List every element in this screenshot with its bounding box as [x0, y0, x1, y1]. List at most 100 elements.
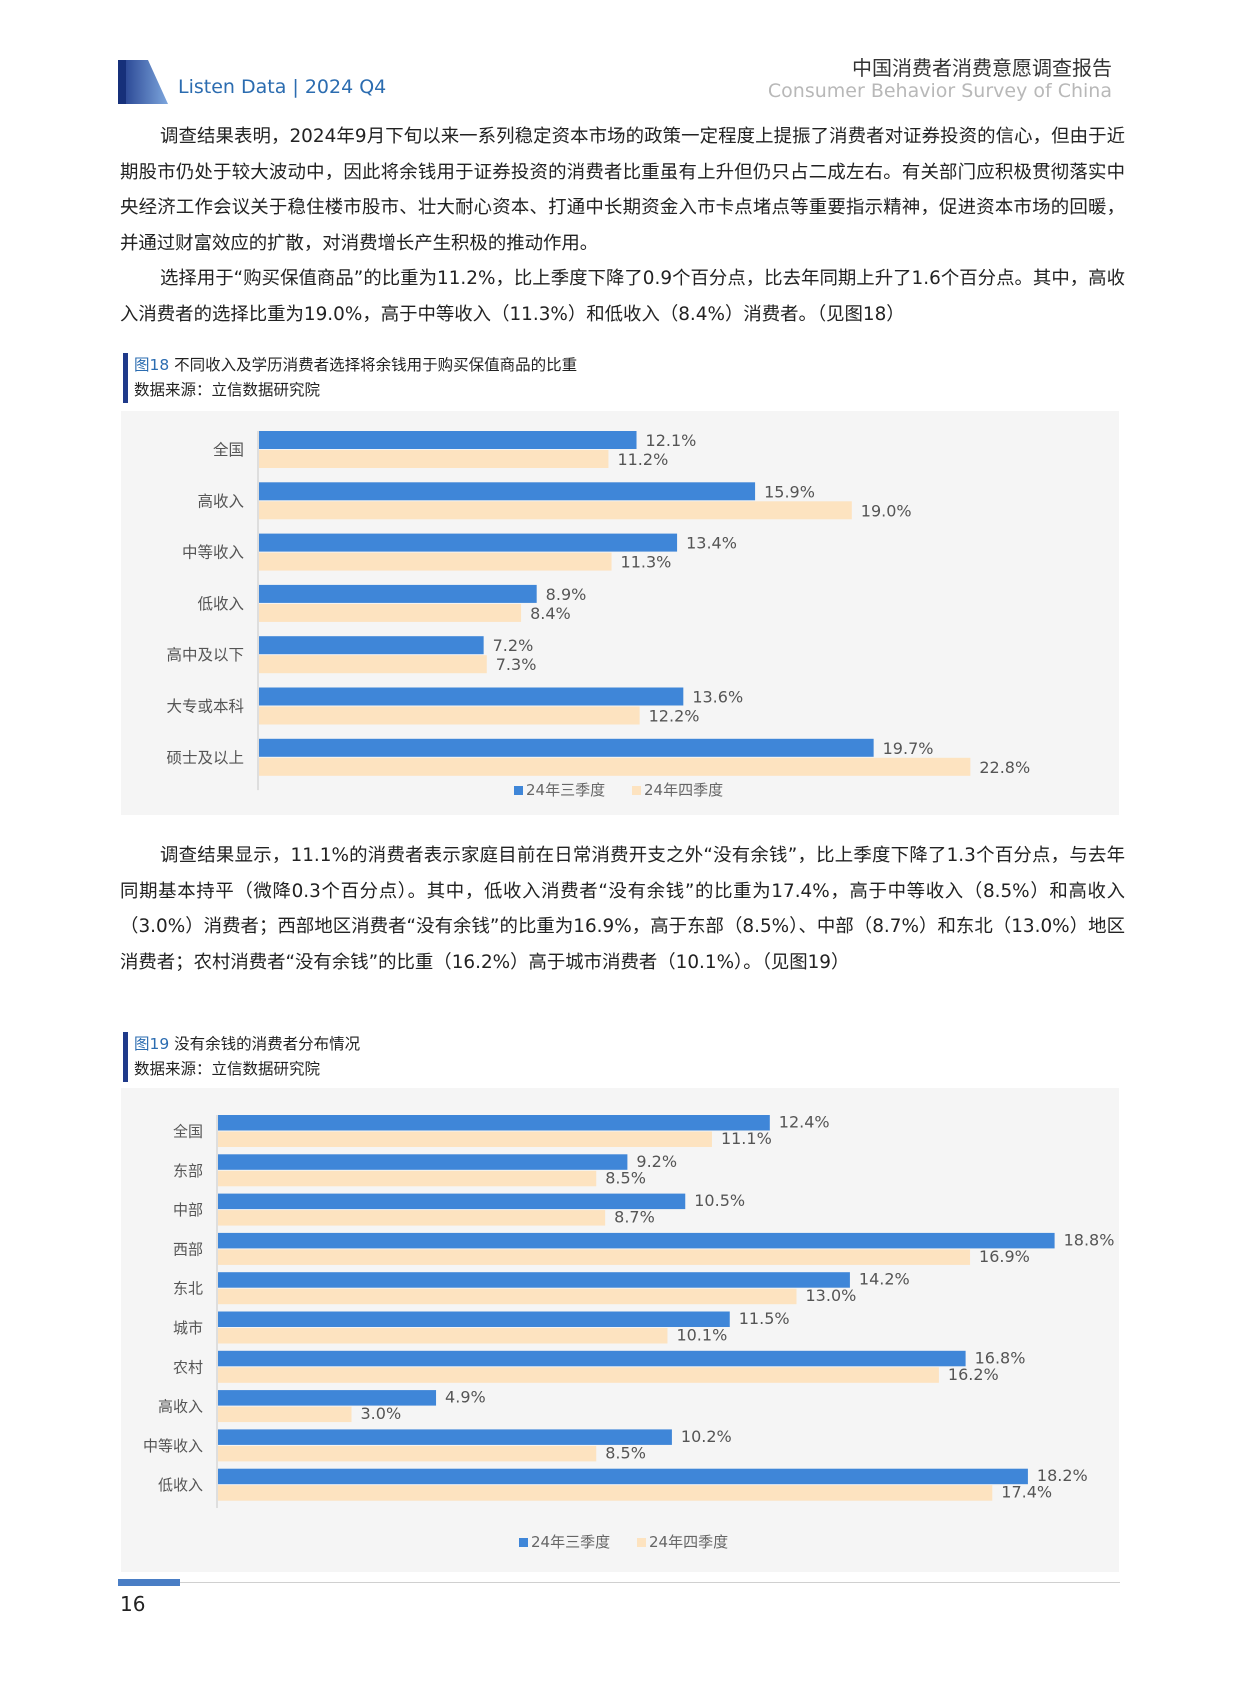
data-label: 18.2%: [1037, 1466, 1088, 1485]
data-label: 8.7%: [614, 1208, 655, 1227]
legend-label: 24年三季度: [531, 1533, 610, 1551]
category-label: 高收入: [158, 1398, 203, 1416]
data-label: 19.7%: [883, 739, 934, 758]
data-label: 7.3%: [496, 655, 537, 674]
data-label: 12.4%: [779, 1113, 830, 1132]
footer-accent-bar: [118, 1579, 180, 1586]
data-label: 18.8%: [1064, 1230, 1115, 1249]
data-label: 11.2%: [617, 450, 668, 469]
category-label: 城市: [173, 1319, 203, 1337]
bar-q4: [218, 1210, 606, 1226]
bar-q4: [259, 450, 609, 468]
data-label: 19.0%: [861, 501, 912, 520]
data-label: 11.5%: [739, 1309, 790, 1328]
category-label: 中等收入: [143, 1437, 203, 1455]
category-label: 低收入: [158, 1476, 203, 1494]
body-text-top: 调查结果表明，2024年9月下旬以来一系列稳定资本市场的政策一定程度上提振了消费…: [120, 119, 1125, 332]
paragraph: 调查结果表明，2024年9月下旬以来一系列稳定资本市场的政策一定程度上提振了消费…: [120, 126, 1125, 254]
legend-swatch: [514, 786, 523, 795]
bar-q3: [259, 431, 637, 449]
bar-q3: [259, 636, 484, 655]
report-subtitle: Consumer Behavior Survey of China: [767, 80, 1112, 102]
category-label: 西部: [173, 1240, 203, 1258]
category-label: 东部: [173, 1162, 203, 1180]
bar-q4: [218, 1445, 597, 1462]
data-label: 12.2%: [649, 707, 700, 726]
data-label: 10.1%: [676, 1326, 727, 1345]
figure-source: 数据来源：立信数据研究院: [134, 381, 321, 399]
bar-q4: [218, 1406, 352, 1423]
bar-q3: [259, 482, 756, 501]
bar-q3: [218, 1154, 628, 1170]
data-label: 13.4%: [686, 534, 737, 553]
footer-divider: [180, 1582, 1120, 1583]
category-label: 中等收入: [182, 544, 244, 562]
legend-label: 24年四季度: [649, 1533, 728, 1551]
data-label: 14.2%: [859, 1270, 910, 1289]
chart-fig18: 全国 12.1% 11.2% 高收入 15.9% 19.0% 中等收入 13.4% 11.3% 低…: [121, 411, 1119, 815]
bar-q4: [259, 655, 487, 674]
figure-number: 图19: [134, 1035, 170, 1053]
bar-q3: [259, 687, 684, 706]
category-label: 大专或本科: [166, 698, 244, 716]
bar-q3: [218, 1311, 730, 1327]
bar-q3: [218, 1115, 770, 1131]
bar-q3: [218, 1429, 672, 1445]
data-label: 13.0%: [806, 1286, 857, 1305]
legend-swatch: [632, 786, 641, 795]
bar-q4: [259, 501, 852, 520]
data-label: 3.0%: [361, 1404, 402, 1423]
chart-svg-fig18: 全国 12.1%11.2% 高收入 15.9% 19.0% 中等收入 13.4% 11.3% 低…: [166, 431, 1030, 799]
data-label: 12.1%: [646, 431, 697, 450]
figure-title: 没有余钱的消费者分布情况: [174, 1035, 361, 1053]
chart-svg-fig19: 全国 12.4%11.1%东部 9.2%8.5%中部 10.5%8.7%西部 18.8%…: [143, 1113, 1115, 1552]
data-label: 15.9%: [764, 482, 815, 501]
page-number: 16: [120, 1592, 146, 1616]
bar-q3: [259, 738, 874, 757]
bar-q4: [259, 603, 522, 622]
category-label: 东北: [173, 1280, 203, 1298]
data-label: 16.9%: [979, 1247, 1030, 1266]
report-title: 中国消费者消费意愿调查报告: [852, 56, 1112, 80]
bar-q4: [218, 1170, 597, 1187]
data-label: 11.3%: [621, 553, 672, 572]
category-label: 低收入: [197, 595, 244, 613]
bar-q3: [218, 1232, 1055, 1249]
category-label: 全国: [173, 1123, 203, 1141]
data-label: 8.5%: [605, 1443, 646, 1462]
figure-title: 不同收入及学历消费者选择将余钱用于购买保值商品的比重: [174, 356, 578, 374]
data-label: 4.9%: [445, 1388, 486, 1407]
page-header: Listen Data | 2024 Q4 中国消费者消费意愿调查报告 Cons…: [0, 0, 1240, 110]
bar-q4: [259, 757, 971, 776]
bar-q3: [259, 533, 678, 552]
category-label: 中部: [173, 1201, 203, 1219]
data-label: 16.8%: [975, 1348, 1026, 1367]
category-label: 高中及以下: [166, 646, 244, 664]
body-text-mid: 调查结果显示，11.1%的消费者表示家庭目前在日常消费开支之外“没有余钱”，比上…: [120, 838, 1125, 980]
category-label: 农村: [173, 1358, 203, 1376]
data-label: 17.4%: [1001, 1483, 1052, 1502]
bar-q3: [259, 584, 537, 603]
bar-q4: [259, 552, 612, 571]
data-label: 8.4%: [530, 604, 571, 623]
bar-q4: [259, 706, 640, 725]
brand-label: Listen Data | 2024 Q4: [178, 76, 387, 98]
data-label: 8.5%: [605, 1168, 646, 1187]
bar-q3: [218, 1390, 437, 1406]
figure-source: 数据来源：立信数据研究院: [134, 1060, 321, 1078]
legend-label: 24年四季度: [644, 781, 723, 799]
paragraph: 调查结果显示，11.1%的消费者表示家庭目前在日常消费开支之外“没有余钱”，比上…: [120, 845, 1125, 973]
bar-q4: [218, 1367, 939, 1383]
data-label: 8.9%: [546, 585, 587, 604]
figure-caption-19: 图19 没有余钱的消费者分布情况 数据来源：立信数据研究院: [123, 1032, 360, 1082]
bar-q4: [218, 1485, 993, 1501]
data-label: 22.8%: [979, 758, 1030, 777]
bar-q3: [218, 1350, 966, 1367]
bar-q4: [218, 1131, 712, 1147]
figure-number: 图18: [134, 356, 170, 374]
chart-fig19: 全国 12.4% 11.1% 东部 9.2% 8.5% 中部 10.5% 8.7% 西部 18.8%…: [121, 1088, 1119, 1572]
category-label: 硕士及以上: [166, 749, 244, 767]
data-label: 11.1%: [721, 1129, 772, 1148]
category-label: 全国: [213, 441, 244, 459]
data-label: 13.6%: [692, 688, 743, 707]
